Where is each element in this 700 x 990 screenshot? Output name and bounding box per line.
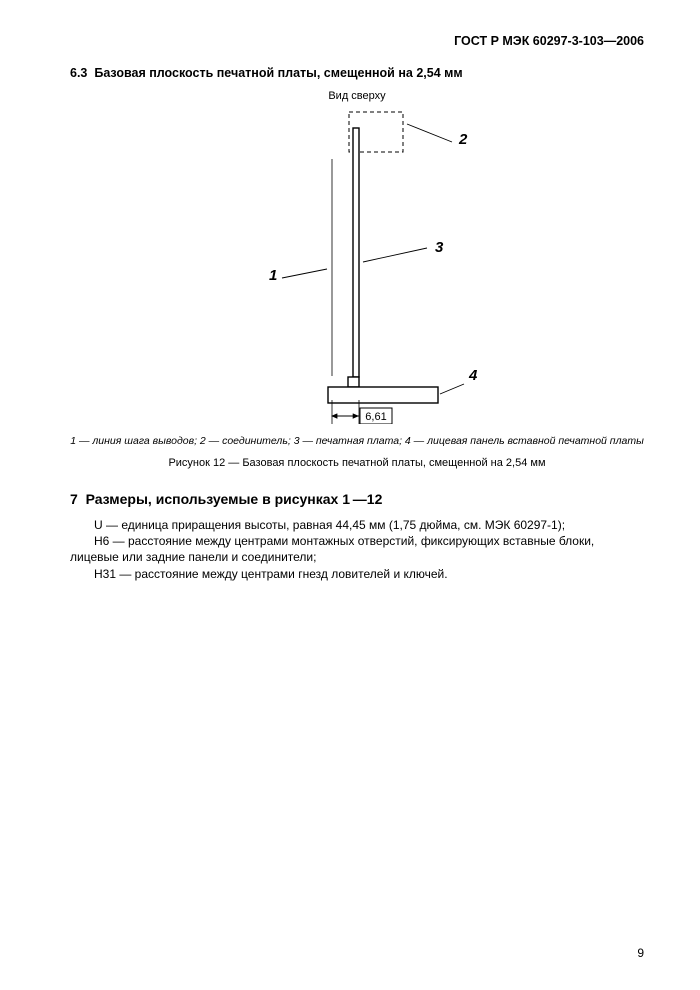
legend-text-4: — лицевая панель вставной печатной платы [411, 435, 644, 447]
svg-text:1: 1 [269, 267, 277, 284]
figure-12-caption: Рисунок 12 — Базовая плоскость печатной … [70, 457, 644, 469]
definition-H31: H31 — расстояние между центрами гнезд ло… [70, 566, 644, 582]
svg-text:3: 3 [435, 239, 444, 256]
legend-text-3: — печатная плата; [300, 435, 405, 447]
definition-U: U — единица приращения высоты, равная 44… [70, 517, 644, 533]
definition-H6: H6 — расстояние между центрами монтажных… [70, 533, 644, 565]
section-7-body: U — единица приращения высоты, равная 44… [70, 517, 644, 582]
svg-text:2: 2 [458, 131, 468, 148]
page-number: 9 [637, 946, 644, 960]
svg-text:4: 4 [468, 367, 478, 384]
svg-text:6,61: 6,61 [365, 411, 386, 423]
section-heading-7: 7 Размеры, используемые в рисунках 1 —12 [70, 491, 644, 507]
figure-view-label: Вид сверху [70, 90, 644, 102]
section-heading-6-3: 6.3 Базовая плоскость печатной платы, см… [70, 66, 644, 80]
section-number: 6.3 [70, 66, 87, 80]
figure-12-legend: 1 — линия шага выводов; 2 — соединитель;… [70, 435, 644, 447]
document-id: ГОСТ Р МЭК 60297-3-103—2006 [70, 34, 644, 48]
section-title: Базовая плоскость печатной платы, смещен… [94, 66, 462, 80]
figure-12-svg: 6,61 1 2 3 4 [207, 104, 507, 424]
legend-text-2: — соединитель; [206, 435, 294, 447]
legend-text-1: — линия шага выводов; [76, 435, 200, 447]
figure-12: 6,61 1 2 3 4 [70, 104, 644, 429]
